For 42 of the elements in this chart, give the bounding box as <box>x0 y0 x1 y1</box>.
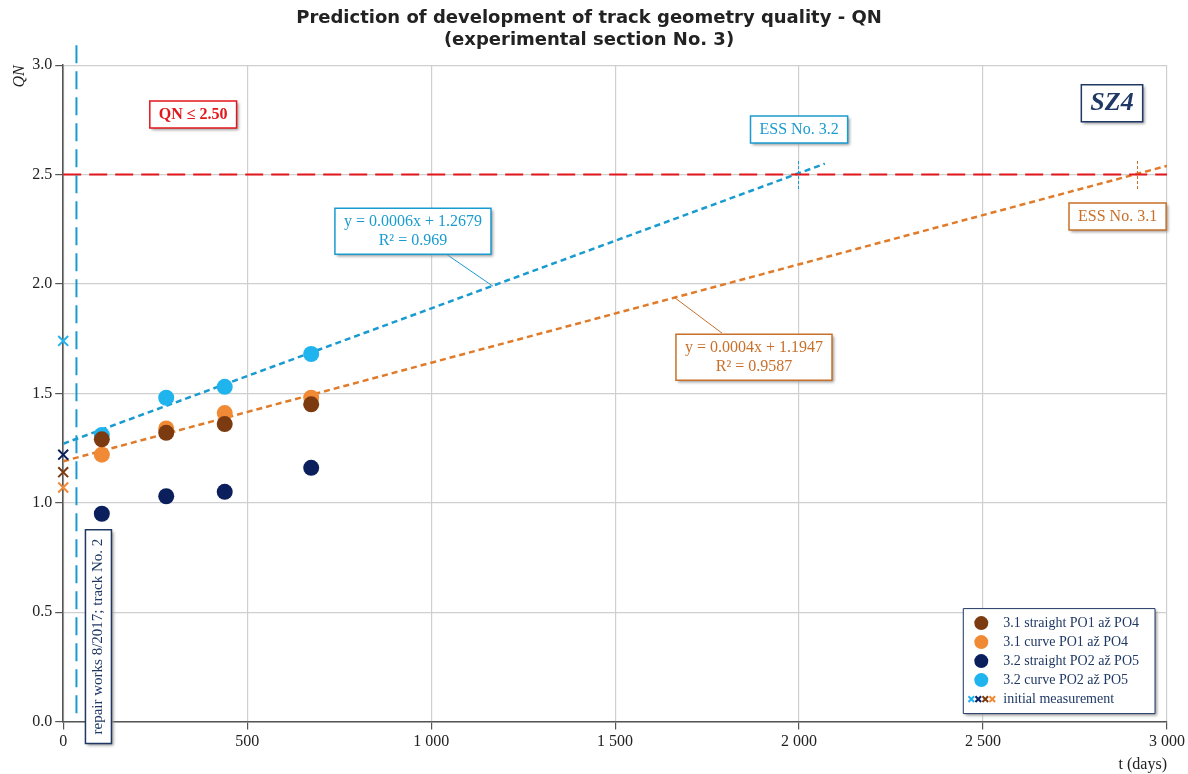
point <box>158 424 175 441</box>
y-tick-label: 2.0 <box>32 274 53 292</box>
chart-subtitle: (experimental section No. 3) <box>443 28 735 50</box>
point <box>93 446 110 463</box>
annotation: y = 0.0006x + 1.2679 R² = 0.969 <box>343 211 482 248</box>
point <box>216 378 233 395</box>
point <box>93 505 110 522</box>
legend-label: 3.2 curve PO2 až PO5 <box>1003 671 1129 687</box>
x-tick-label: 1 000 <box>413 732 450 750</box>
x-tick-label: 2 500 <box>965 732 1002 750</box>
x-tick-label: 1 500 <box>597 732 634 750</box>
y-tick-label: 3.0 <box>32 55 53 73</box>
x-axis-title: t (days) <box>1118 754 1167 773</box>
point <box>93 431 110 448</box>
x-tick-label: 0 <box>59 732 68 750</box>
x-tick-label: 2 000 <box>781 732 818 750</box>
x-tick-label: 3 000 <box>1149 732 1185 750</box>
point <box>158 389 175 406</box>
ref-line-label: QN ≤ 2.50 <box>158 104 228 122</box>
point <box>216 483 233 500</box>
y-tick-label: 1.0 <box>32 493 53 510</box>
y-tick-label: 1.5 <box>32 383 53 401</box>
legend-label: 3.1 curve PO1 až PO4 <box>1003 633 1129 649</box>
y-axis-title: QN <box>9 63 27 88</box>
annotation: SZ4 <box>1090 86 1134 116</box>
point <box>303 346 320 363</box>
y-tick-label: 0.0 <box>32 711 53 729</box>
annotation: ESS No. 3.2 <box>759 119 839 137</box>
chart-title: Prediction of development of track geometry quality - QN <box>296 6 882 28</box>
point <box>216 416 233 433</box>
x-tick-label: 500 <box>235 732 260 750</box>
legend-label: initial measurement <box>1003 690 1115 706</box>
point <box>303 396 320 413</box>
annotation: y = 0.0004x + 1.1947 R² = 0.9587 <box>684 337 823 374</box>
legend-label: 3.2 straight PO2 až PO5 <box>1003 652 1139 668</box>
legend-label: 3.1 straight PO1 až PO4 <box>1003 614 1139 630</box>
point <box>303 459 320 476</box>
point <box>158 488 175 505</box>
ref-line-label: repair works 8/2017; track No. 2 <box>89 538 106 735</box>
y-tick-label: 2.5 <box>32 164 53 182</box>
annotation: ESS No. 3.1 <box>1078 206 1158 224</box>
y-tick-label: 0.5 <box>32 602 53 620</box>
